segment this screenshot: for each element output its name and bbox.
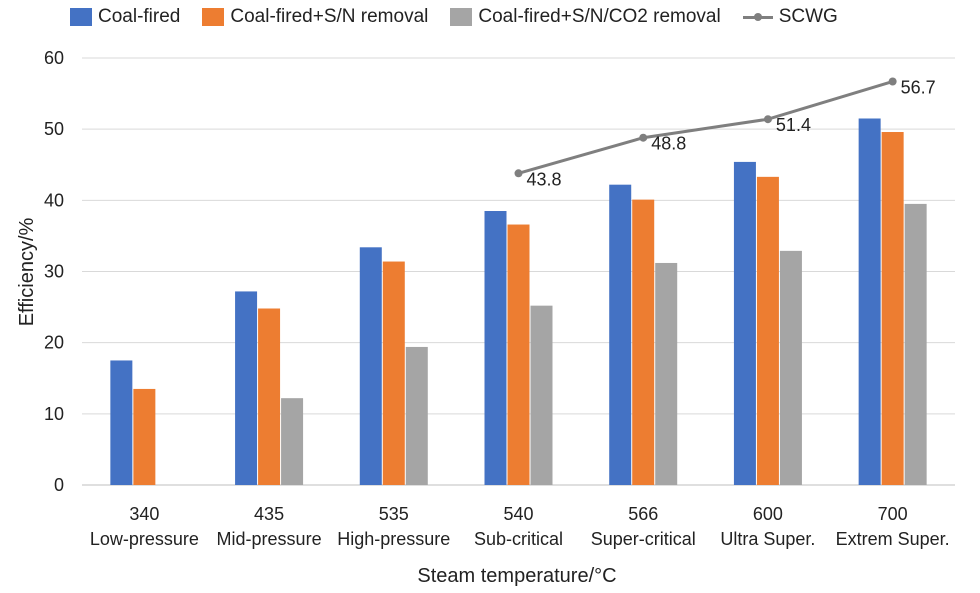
scwg-point [763, 115, 772, 124]
bar-coal-fired-s-n-co2-removal-540 [530, 305, 553, 485]
x-tick-name: High-pressure [337, 529, 450, 549]
legend-label-sn-removal: Coal-fired+S/N removal [230, 6, 429, 27]
x-tick-name: Ultra Super. [720, 529, 815, 549]
x-tick-temp: 700 [878, 504, 908, 524]
legend-item-scwg: SCWG [742, 6, 838, 28]
bar-coal-fired-600 [733, 161, 756, 486]
legend-label-scwg: SCWG [778, 6, 838, 27]
x-tick-temp: 600 [753, 504, 783, 524]
x-tick-temp: 435 [254, 504, 284, 524]
scwg-line: 43.8 48.8 51.4 56.7 [514, 77, 936, 189]
legend-swatch-scwg [742, 8, 773, 26]
bar-coal-fired-s-n-co2-removal-535 [405, 346, 428, 485]
bar-coal-fired-566 [609, 184, 632, 485]
y-tick-label: 10 [44, 404, 64, 424]
x-tick-name: Mid-pressure [217, 529, 322, 549]
legend-swatch-sn-removal [202, 8, 225, 26]
legend-item-coal-fired: Coal-fired [70, 6, 180, 28]
y-axis-label: Efficiency/% [16, 218, 38, 327]
scwg-data-label: 51.4 [776, 115, 811, 135]
x-tick-temp: 566 [628, 504, 658, 524]
legend-label-sn-co2-removal: Coal-fired+S/N/CO2 removal [478, 6, 721, 27]
y-tick-label: 40 [44, 190, 64, 210]
chart-legend: Coal-fired Coal-fired+S/N removal Coal-f… [70, 6, 838, 28]
bar-coal-fired-s-n-removal-540 [507, 224, 530, 485]
bar-coal-fired-535 [359, 247, 382, 485]
bar-coal-fired-s-n-removal-566 [632, 199, 655, 485]
legend-item-sn-removal: Coal-fired+S/N removal [202, 6, 428, 28]
y-tick-label: 50 [44, 119, 64, 139]
scwg-data-label: 56.7 [901, 77, 936, 97]
bar-coal-fired-s-n-removal-435 [258, 308, 281, 485]
x-axis-label: Steam temperature/°C [417, 565, 616, 587]
x-tick-name: Low-pressure [90, 529, 199, 549]
bar-coal-fired-s-n-removal-600 [756, 176, 779, 485]
legend-item-sn-co2-removal: Coal-fired+S/N/CO2 removal [450, 6, 721, 28]
y-tick-label: 0 [54, 475, 64, 495]
legend-label-coal-fired: Coal-fired [98, 6, 181, 27]
legend-swatch-sn-co2-removal [450, 8, 473, 26]
scwg-data-label: 48.8 [651, 134, 686, 154]
x-tick-name: Extrem Super. [836, 529, 950, 549]
bars [110, 118, 927, 486]
bar-coal-fired-s-n-co2-removal-700 [904, 203, 927, 485]
x-tick-temp: 340 [129, 504, 159, 524]
bar-coal-fired-700 [858, 118, 881, 485]
legend-swatch-coal-fired [70, 8, 92, 26]
y-tick-labels: 0 10 20 30 40 50 60 [44, 48, 64, 495]
scwg-point [888, 77, 897, 86]
bar-coal-fired-340 [110, 360, 133, 485]
y-tick-label: 30 [44, 262, 64, 282]
scwg-point [639, 133, 648, 142]
bar-coal-fired-s-n-removal-535 [382, 261, 405, 485]
x-tick-temp: 540 [503, 504, 533, 524]
bar-coal-fired-s-n-removal-340 [133, 388, 156, 485]
y-tick-label: 20 [44, 333, 64, 353]
x-tick-labels: 340 Low-pressure 435 Mid-pressure 535 High-pr… [90, 504, 950, 549]
y-tick-label: 60 [44, 48, 64, 68]
bar-coal-fired-435 [235, 291, 258, 485]
scwg-point [514, 169, 523, 178]
x-tick-name: Sub-critical [474, 529, 563, 549]
x-tick-name: Super-critical [591, 529, 696, 549]
scwg-line-path [518, 80, 894, 175]
bar-coal-fired-540 [484, 211, 507, 485]
x-tick-temp: 535 [379, 504, 409, 524]
bar-coal-fired-s-n-co2-removal-435 [281, 398, 304, 485]
scwg-data-label: 43.8 [527, 169, 562, 189]
bar-coal-fired-s-n-co2-removal-600 [779, 250, 802, 485]
bar-coal-fired-s-n-co2-removal-566 [655, 262, 678, 485]
bar-coal-fired-s-n-removal-700 [881, 132, 904, 485]
